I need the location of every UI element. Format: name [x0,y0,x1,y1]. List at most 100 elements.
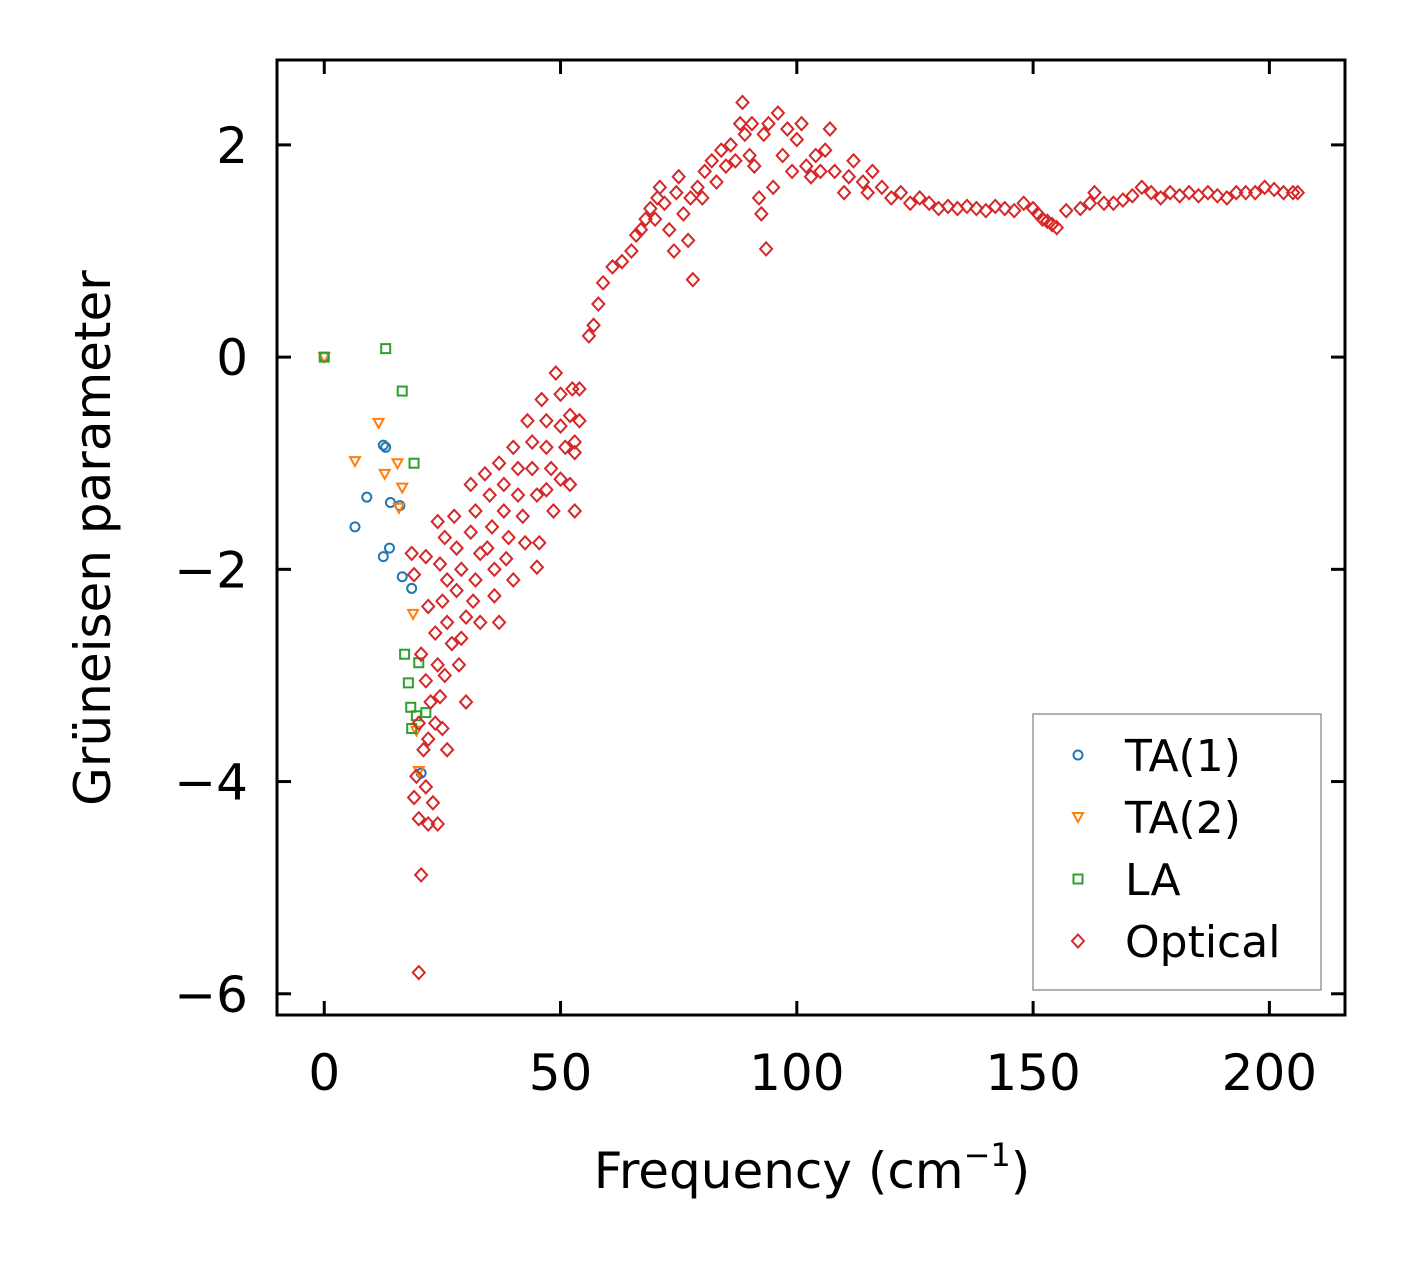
data-point-ta2 [395,482,409,495]
data-point-optical [581,327,597,344]
data-point-optical [529,487,545,504]
data-point-optical [420,598,436,615]
data-point-optical [1247,184,1263,201]
data-point-optical [978,202,994,219]
data-point-ta1 [383,542,395,554]
data-point-optical [491,455,507,472]
data-point-optical [427,625,443,641]
data-point-optical [586,317,601,334]
data-point-optical [652,179,668,196]
data-point-optical [709,174,724,191]
legend-label-optical: Optical [1125,917,1280,968]
data-point-optical [572,380,587,397]
data-point-optical [836,184,852,201]
data-point-optical [713,142,729,159]
data-point-optical [969,200,984,217]
data-point-optical [451,656,467,673]
legend-marker-optical [1070,933,1086,949]
data-point-optical [1210,187,1225,204]
data-point-optical [1266,181,1282,198]
data-point-optical [437,667,453,684]
legend-entries: TA(1) TA(2) LA Optical [1070,731,1280,968]
data-point-optical [501,529,516,546]
data-point-optical [683,189,698,206]
data-point-optical [624,243,639,259]
data-point-optical [487,587,502,604]
data-point-optical [484,518,500,535]
data-point-ta1 [396,571,408,583]
data-point-optical [413,646,429,663]
data-point-optical [1006,202,1022,219]
data-point-optical [1096,195,1112,212]
data-point-optical [1228,184,1244,201]
data-point-optical [430,816,446,832]
data-point-optical [472,545,488,562]
data-point-optical [420,731,436,748]
data-point-optical [671,168,687,185]
data-point-optical [1143,184,1159,201]
data-point-optical [413,866,429,883]
y-tick-label: 0 [216,329,248,387]
plot-frame [275,58,1347,1017]
legend-marker-ta1 [1072,749,1084,761]
data-point-optical [458,609,474,626]
data-point-optical [496,502,512,519]
data-point-optical [614,253,630,270]
data-point-optical [416,741,431,758]
y-tick-label: 2 [216,117,248,175]
data-point-optical [737,126,753,143]
data-point-optical [997,200,1013,217]
data-point-optical [765,179,781,196]
data-point-optical [650,189,665,206]
data-point-optical [1285,184,1301,201]
data-point-optical [1115,192,1131,209]
data-point-ta2 [348,456,362,469]
data-point-optical [498,550,514,567]
y-tick-label: −6 [174,966,248,1024]
data-point-la [318,351,330,363]
data-point-optical [758,240,774,257]
data-point-optical [432,688,448,705]
data-point-optical [1276,184,1291,201]
data-point-optical [1058,202,1074,219]
data-point-optical [723,136,739,153]
data-point-optical [472,614,488,631]
data-point-optical [418,672,434,689]
data-point-optical [744,115,760,132]
data-point-optical [520,412,535,429]
data-point-ta1 [377,551,389,563]
data-point-optical [628,227,644,244]
legend-label-ta1: TA(1) [1124,731,1241,782]
data-point-optical [439,614,455,631]
data-point-optical [409,768,424,785]
data-point-optical [841,168,857,185]
data-point-optical [477,465,493,482]
data-point-optical [638,211,653,228]
data-point-la [399,648,411,660]
data-point-optical [1016,195,1032,212]
x-tick-label: 150 [985,1044,1080,1102]
data-point-optical [546,502,561,519]
data-point-optical [1238,184,1254,201]
data-point-optical [420,816,436,832]
data-point-optical [633,221,649,238]
data-point-optical [789,131,805,148]
data-point-optical [463,476,479,493]
data-point-optical [531,534,547,551]
data-point-optical [553,386,568,403]
data-point-ta2 [371,417,386,430]
data-point-optical [449,540,464,557]
data-point-optical [411,715,427,732]
data-point-ta1 [361,491,373,503]
data-point-optical [813,163,828,180]
data-point-optical [1257,179,1273,196]
data-point-optical [590,296,606,313]
data-point-optical [505,439,521,456]
data-point-optical [553,418,568,435]
data-point-optical [505,571,521,588]
x-tick-label: 0 [308,1044,340,1102]
data-point-optical [1153,189,1169,206]
data-point-optical [1181,184,1197,201]
data-point-optical [418,548,434,565]
